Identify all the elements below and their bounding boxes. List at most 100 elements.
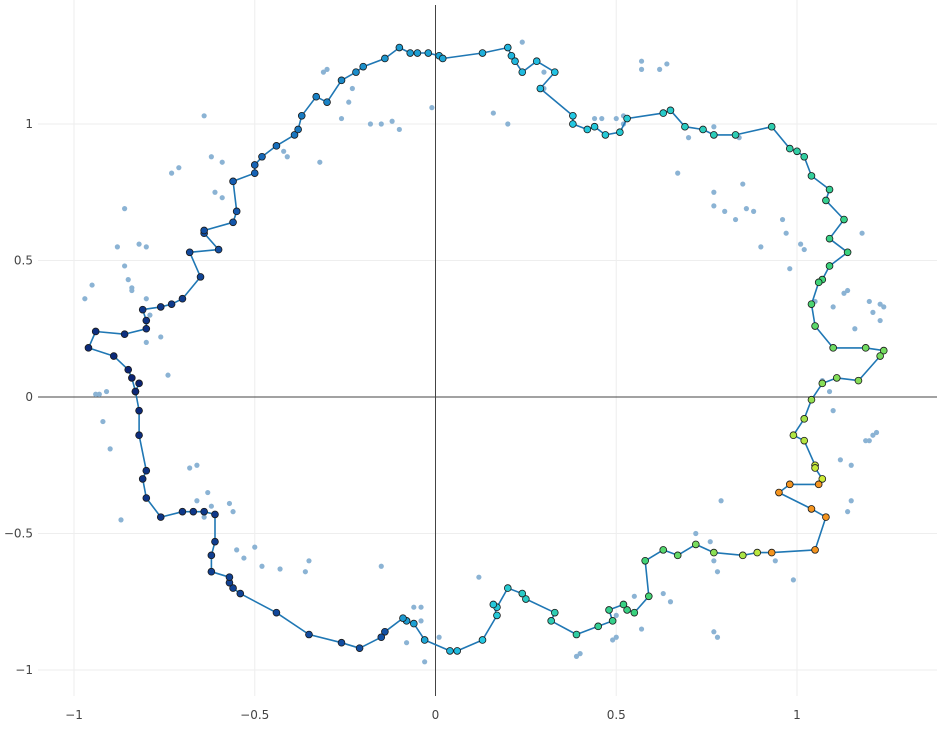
noise-point bbox=[230, 509, 236, 515]
noise-point bbox=[143, 339, 149, 345]
noise-point bbox=[881, 304, 887, 310]
noise-point bbox=[599, 115, 605, 122]
path-point bbox=[84, 344, 93, 352]
noise-point bbox=[841, 290, 847, 296]
noise-point bbox=[147, 312, 153, 318]
path-point bbox=[793, 147, 801, 156]
noise-point bbox=[259, 563, 265, 569]
noise-point bbox=[732, 216, 739, 223]
path-point bbox=[135, 406, 143, 415]
path-point bbox=[608, 617, 617, 625]
noise-point bbox=[100, 418, 106, 425]
path-point bbox=[811, 464, 819, 472]
path-point bbox=[196, 273, 205, 281]
path-point bbox=[731, 131, 740, 139]
path-point bbox=[478, 636, 487, 644]
path-point bbox=[800, 152, 809, 161]
path-point bbox=[323, 98, 331, 106]
path-point bbox=[547, 617, 555, 625]
path-point bbox=[518, 68, 527, 76]
noise-point bbox=[826, 388, 833, 395]
noise-point bbox=[281, 148, 287, 154]
path-point bbox=[420, 636, 429, 644]
noise-point bbox=[403, 640, 410, 646]
noise-point bbox=[284, 154, 290, 160]
noise-point bbox=[798, 241, 804, 247]
path-point bbox=[142, 466, 151, 475]
path-point bbox=[453, 647, 461, 655]
noise-point bbox=[143, 244, 149, 250]
noise-point bbox=[631, 593, 637, 599]
noise-point bbox=[306, 558, 312, 564]
noise-point bbox=[429, 105, 435, 111]
path-point bbox=[297, 112, 306, 120]
path-point bbox=[550, 68, 559, 76]
path-point bbox=[601, 131, 610, 139]
path-point bbox=[478, 49, 487, 57]
path-point bbox=[503, 584, 512, 592]
path-point bbox=[424, 49, 433, 57]
path-point bbox=[829, 344, 837, 352]
path-point bbox=[641, 556, 649, 565]
path-point bbox=[825, 234, 834, 243]
path-point bbox=[91, 327, 100, 336]
path-point bbox=[138, 305, 147, 314]
path-point bbox=[818, 379, 827, 388]
path-point bbox=[200, 226, 208, 235]
noise-point bbox=[252, 544, 258, 550]
noise-point bbox=[418, 618, 424, 624]
noise-point bbox=[711, 203, 717, 209]
noise-point bbox=[610, 637, 616, 643]
noise-point bbox=[378, 121, 384, 127]
noise-points bbox=[82, 39, 887, 665]
path-point bbox=[691, 540, 700, 549]
path-point bbox=[623, 606, 631, 614]
path-point bbox=[511, 57, 519, 66]
noise-point bbox=[638, 66, 645, 72]
path-point bbox=[536, 84, 545, 93]
noise-point bbox=[541, 69, 547, 75]
noise-point bbox=[436, 634, 442, 640]
noise-point bbox=[772, 558, 778, 564]
path-point bbox=[854, 376, 863, 385]
noise-point bbox=[411, 604, 417, 610]
noise-point bbox=[790, 577, 796, 583]
noise-point bbox=[848, 498, 854, 504]
noise-point bbox=[711, 558, 717, 564]
noise-point bbox=[93, 391, 99, 397]
noise-point bbox=[638, 626, 645, 632]
path-point bbox=[207, 567, 216, 576]
noise-point bbox=[201, 113, 207, 119]
noise-point bbox=[740, 181, 746, 187]
path-point bbox=[619, 600, 628, 609]
noise-point bbox=[743, 206, 749, 212]
path-point bbox=[272, 142, 281, 150]
noise-point bbox=[591, 115, 598, 122]
path-point bbox=[142, 316, 151, 325]
noise-point bbox=[573, 653, 580, 659]
noise-point bbox=[241, 555, 247, 561]
path-point bbox=[699, 125, 707, 134]
noise-point bbox=[158, 334, 164, 340]
path-point bbox=[109, 352, 118, 360]
path-point bbox=[861, 344, 870, 352]
path-point bbox=[410, 619, 418, 628]
path-point bbox=[785, 144, 794, 153]
path-point bbox=[312, 92, 321, 101]
noise-point bbox=[208, 154, 214, 160]
path-point bbox=[572, 630, 581, 639]
noise-point bbox=[613, 612, 619, 619]
path-point bbox=[811, 322, 819, 330]
path-point bbox=[120, 330, 129, 339]
noise-point bbox=[187, 465, 193, 471]
path-point bbox=[124, 365, 133, 374]
noise-point bbox=[779, 216, 786, 223]
path-point bbox=[232, 207, 241, 216]
path-point bbox=[814, 480, 823, 489]
path-point bbox=[138, 475, 147, 483]
x-tick-label: 0 bbox=[432, 708, 440, 722]
path-point bbox=[738, 551, 747, 560]
noise-point bbox=[667, 599, 674, 605]
path-point bbox=[753, 548, 762, 557]
